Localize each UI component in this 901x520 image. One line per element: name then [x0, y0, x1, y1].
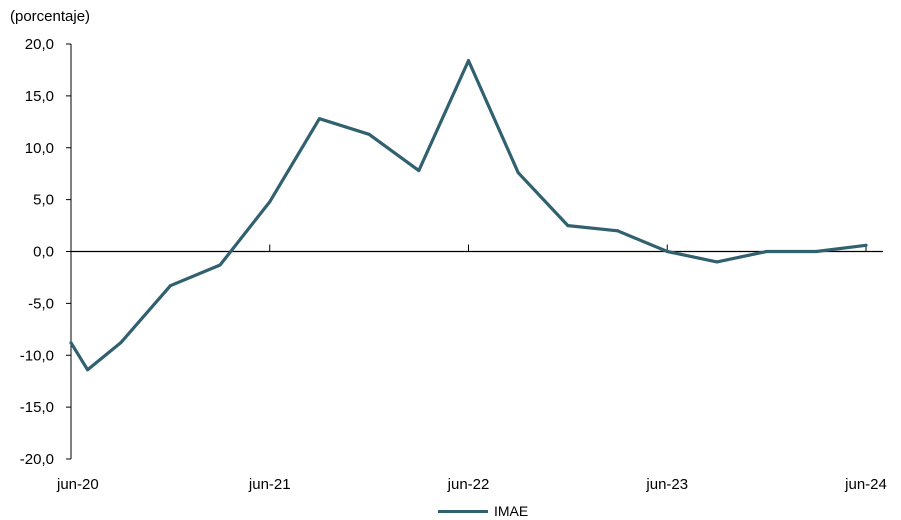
series-group — [69, 58, 868, 372]
unit-label: (porcentaje) — [10, 8, 91, 25]
data-point — [765, 250, 769, 253]
legend-swatch-imae — [438, 509, 488, 513]
legend-label-imae: IMAE — [494, 503, 529, 519]
y-tick-label: -20,0 — [20, 451, 54, 468]
x-tick-label: jun-20 — [56, 476, 99, 493]
y-tick-label: 20,0 — [25, 36, 54, 53]
data-point — [467, 59, 470, 63]
data-point — [715, 260, 719, 264]
data-point — [417, 169, 421, 173]
data-point — [69, 341, 73, 345]
y-axis: 20,0 15,0 10,0 5,0 0,0 -5,0 -10,0 -15,0 -20,0 — [20, 36, 72, 468]
data-point — [616, 229, 620, 233]
data-point — [814, 250, 818, 253]
x-tick-label: jun-21 — [248, 476, 291, 493]
y-tick-label: 10,0 — [25, 140, 54, 157]
data-point — [516, 171, 520, 175]
data-point — [168, 284, 172, 288]
data-point — [566, 224, 570, 228]
legend: IMAE — [438, 503, 528, 519]
data-point — [218, 263, 222, 267]
x-tick-label: jun-22 — [447, 476, 490, 493]
y-tick-label: 5,0 — [33, 192, 54, 209]
x-tick-label: jun-24 — [844, 476, 887, 493]
data-point — [317, 117, 321, 121]
y-tick-label: 0,0 — [33, 244, 54, 261]
x-tick-label: jun-23 — [645, 476, 688, 493]
data-point — [86, 368, 90, 372]
series-line-imae — [69, 58, 868, 372]
data-point — [268, 200, 272, 204]
data-point — [864, 243, 868, 247]
data-point — [665, 250, 669, 253]
x-axis: jun-20 jun-21 jun-22 jun-23 jun-24 — [56, 244, 887, 493]
data-point — [119, 341, 123, 345]
y-tick-label: 15,0 — [25, 88, 54, 105]
y-tick-label: -10,0 — [20, 347, 54, 364]
y-tick-label: -5,0 — [28, 295, 54, 312]
data-point — [367, 132, 371, 136]
y-tick-label: -15,0 — [20, 399, 54, 416]
